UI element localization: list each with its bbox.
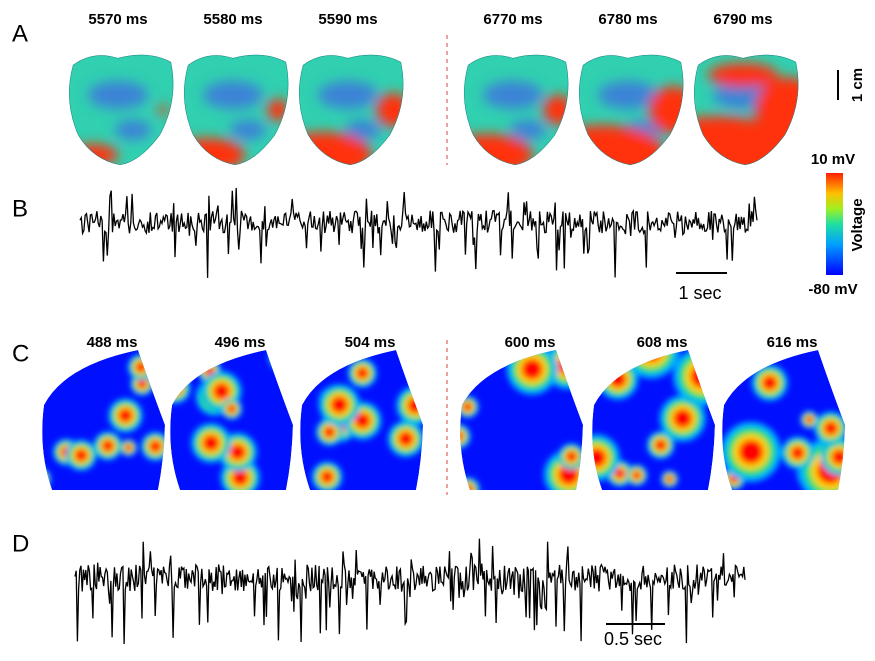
- signal-trace: [74, 538, 746, 645]
- voltage-map: [42, 350, 166, 490]
- colorbar-title: Voltage: [849, 198, 866, 251]
- heart-map: [299, 54, 404, 165]
- colorbar: [826, 173, 843, 275]
- frame-label: 616 ms: [767, 334, 818, 351]
- frame-label: 488 ms: [87, 334, 138, 351]
- content: 5570 ms 5580 ms 5590 ms 6770 ms 6780 ms 6790 …: [42, 11, 846, 645]
- voltage-map: [460, 350, 584, 490]
- frame-label: 6780 ms: [598, 11, 657, 28]
- panel-label: C: [12, 340, 29, 367]
- frame-label: 504 ms: [345, 334, 396, 351]
- frame-label: 600 ms: [505, 334, 556, 351]
- colorbar-min: -80 mV: [808, 281, 857, 298]
- scale-label: 1 sec: [678, 283, 721, 303]
- frame-label: 496 ms: [215, 334, 266, 351]
- heart-map: [464, 54, 569, 165]
- voltage-map: [300, 350, 424, 490]
- frame-label: 5580 ms: [203, 11, 262, 28]
- heart-map: [184, 54, 289, 165]
- frame-label: 608 ms: [637, 334, 688, 351]
- scale-label: 1 cm: [849, 68, 866, 102]
- panel-label: A: [12, 20, 28, 47]
- scale-label: 0.5 sec: [604, 629, 662, 649]
- frame-label: 5570 ms: [88, 11, 147, 28]
- voltage-map: [170, 350, 294, 490]
- panel-label: B: [12, 195, 28, 222]
- frame-label: 6790 ms: [713, 11, 772, 28]
- voltage-map: [722, 350, 846, 490]
- heart-map: [69, 54, 174, 165]
- panel-label: D: [12, 530, 29, 557]
- frame-label: 5590 ms: [318, 11, 377, 28]
- signal-trace: [79, 187, 758, 278]
- colorbar-max: 10 mV: [811, 151, 855, 168]
- frame-label: 6770 ms: [483, 11, 542, 28]
